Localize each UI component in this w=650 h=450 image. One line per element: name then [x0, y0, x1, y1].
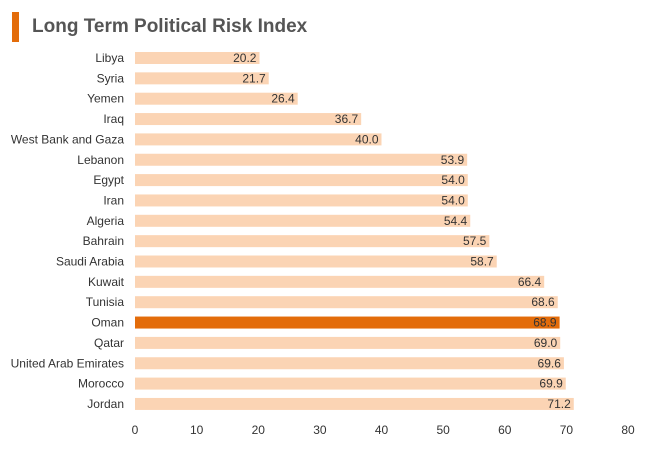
x-tick-label: 30 — [313, 423, 327, 437]
bar — [135, 72, 269, 85]
x-tick-label: 20 — [252, 423, 266, 437]
bar — [135, 92, 298, 105]
bar — [135, 174, 468, 187]
bar — [135, 52, 260, 64]
value-label: 66.4 — [518, 275, 542, 289]
value-labels: 20.2 21.7 26.4 36.7 40.0 53.9 54.0 54.0 54.4 57.5… — [233, 51, 571, 411]
category-labels: Libya Syria Yemen Iraq West Bank and Gaza Leb… — [11, 51, 125, 411]
bar — [135, 336, 561, 349]
category-label: Algeria — [87, 214, 125, 228]
category-label: United Arab Emirates — [11, 356, 124, 370]
bar — [135, 235, 490, 248]
value-label: 69.6 — [538, 356, 562, 370]
category-label: Iraq — [103, 112, 124, 126]
value-label: 68.9 — [533, 316, 557, 330]
bar — [135, 296, 558, 309]
bar-highlighted — [135, 316, 560, 329]
bar — [135, 153, 468, 166]
x-tick-label: 10 — [190, 423, 204, 437]
bar — [135, 255, 497, 268]
category-label: Syria — [97, 71, 125, 85]
bar — [135, 357, 564, 370]
bar — [135, 113, 362, 126]
value-label: 26.4 — [271, 92, 295, 106]
x-tick-label: 70 — [560, 423, 574, 437]
value-label: 21.7 — [242, 71, 266, 85]
value-label: 71.2 — [547, 397, 571, 411]
bar — [135, 214, 471, 227]
x-axis-ticks: 0 10 20 30 40 50 60 70 80 — [132, 423, 635, 437]
value-label: 69.0 — [534, 336, 558, 350]
value-label: 69.9 — [539, 377, 563, 391]
bar — [135, 133, 382, 146]
category-label: Qatar — [94, 336, 124, 350]
chart-title: Long Term Political Risk Index — [32, 16, 308, 37]
category-label: Lebanon — [77, 153, 124, 167]
x-tick-label: 80 — [621, 423, 635, 437]
bar — [135, 194, 468, 207]
category-label: Tunisia — [86, 295, 125, 309]
value-label: 57.5 — [463, 234, 487, 248]
value-label: 68.6 — [531, 295, 555, 309]
category-label: Saudi Arabia — [56, 255, 124, 269]
category-label: Iran — [103, 193, 124, 207]
bar — [135, 275, 545, 288]
x-tick-label: 40 — [375, 423, 389, 437]
category-label: Yemen — [87, 92, 124, 106]
value-label: 53.9 — [441, 153, 465, 167]
value-label: 54.4 — [444, 214, 468, 228]
category-label: Morocco — [78, 377, 124, 391]
x-tick-label: 50 — [436, 423, 450, 437]
bar — [135, 377, 566, 390]
value-label: 54.0 — [441, 193, 465, 207]
chart-header: Long Term Political Risk Index — [12, 12, 307, 42]
title-accent-bar — [12, 12, 19, 42]
bar — [135, 397, 574, 410]
category-label: West Bank and Gaza — [11, 132, 125, 146]
x-tick-label: 0 — [132, 423, 139, 437]
category-label: Libya — [95, 51, 124, 65]
category-label: Oman — [91, 316, 124, 330]
category-label: Kuwait — [88, 275, 125, 289]
x-tick-label: 60 — [498, 423, 512, 437]
value-label: 20.2 — [233, 51, 257, 65]
value-label: 40.0 — [355, 132, 379, 146]
category-label: Jordan — [87, 397, 124, 411]
value-label: 36.7 — [335, 112, 359, 126]
value-label: 58.7 — [470, 255, 494, 269]
bars — [135, 52, 574, 410]
value-label: 54.0 — [441, 173, 465, 187]
category-label: Egypt — [93, 173, 124, 187]
category-label: Bahrain — [83, 234, 124, 248]
